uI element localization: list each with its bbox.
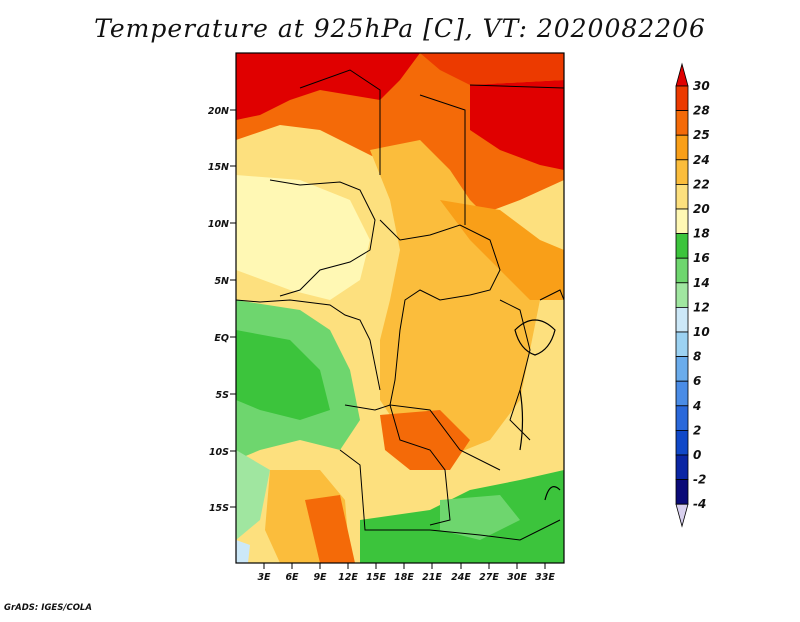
map-title: Temperature at 925hPa [C], VT: 202008220…	[94, 14, 706, 43]
colorbar-swatch	[675, 454, 689, 481]
lon-label: 18E	[394, 572, 414, 583]
lon-label: 21E	[422, 572, 442, 583]
lat-label: EQ	[214, 333, 229, 344]
region-18-nw	[236, 175, 370, 300]
lat-label: 15N	[208, 162, 229, 173]
colorbar-swatch	[675, 85, 689, 112]
region-25-south	[380, 410, 470, 470]
lon-label: 6E	[285, 572, 299, 583]
colorbar-label: 22	[693, 177, 710, 191]
region-30-east	[470, 80, 564, 170]
lon-ticks	[263, 563, 546, 569]
colorbar-swatch	[675, 257, 689, 284]
colorbar-swatch	[675, 405, 689, 431]
colorbar-swatch	[675, 429, 689, 456]
map-frame	[235, 52, 565, 564]
lon-label: 3E	[257, 572, 271, 583]
lon-label: 30E	[507, 572, 527, 583]
colorbar-label: 4	[692, 399, 701, 413]
colorbar-swatch	[675, 233, 689, 259]
lat-label: 10S	[209, 447, 229, 458]
region-28	[420, 53, 564, 85]
lon-label: 24E	[451, 572, 471, 583]
colorbar-label: 10	[693, 325, 710, 339]
colorbar-label: 12	[693, 300, 710, 314]
region-22-central	[370, 140, 540, 460]
colorbar-label: -2	[693, 473, 706, 487]
colorbar-swatch	[675, 479, 689, 505]
colorbar-label: 6	[693, 374, 701, 388]
lon-label: 12E	[338, 572, 358, 583]
colorbar-label: -4	[693, 497, 706, 511]
lat-label: 5S	[216, 390, 230, 401]
lon-label: 33E	[535, 572, 555, 583]
lon-label: 15E	[366, 572, 386, 583]
region-25-sw	[305, 495, 355, 563]
colorbar-swatch	[675, 134, 689, 161]
colorbar-label: 20	[693, 202, 710, 216]
colorbar-swatch	[675, 183, 689, 210]
colorbar-bottom-arrow	[675, 503, 689, 528]
region-14-se	[440, 495, 520, 540]
temperature-field	[236, 53, 564, 563]
region-16-coast	[236, 330, 330, 420]
colorbar-swatch	[675, 380, 689, 407]
region-24-east	[440, 200, 564, 300]
region-30-west	[236, 53, 420, 120]
lon-label: 9E	[313, 572, 327, 583]
colorbar-label: 25	[693, 128, 710, 142]
lat-labels: 20N 15N 10N 5N EQ 5S 10S 15S	[208, 106, 229, 514]
lon-label: 27E	[479, 572, 499, 583]
lon-labels: 3E 6E 9E 12E 15E 18E 21E 24E 27E 30E 33E	[257, 572, 555, 583]
colorbar-swatch	[675, 110, 689, 136]
colorbar-label: 14	[693, 276, 710, 290]
lat-label: 10N	[208, 219, 229, 230]
colorbar-swatch	[675, 159, 689, 185]
colorbar-swatch	[675, 282, 689, 308]
lat-label: 15S	[209, 503, 229, 514]
region-12-sw	[236, 450, 270, 540]
colorbar-label: 30	[693, 79, 710, 93]
colorbar-label: 28	[693, 104, 710, 118]
credit-text: GrADS: IGES/COLA	[4, 603, 92, 613]
colorbar-label: 18	[693, 227, 710, 241]
colorbar-top-arrow	[675, 62, 689, 87]
colorbar-label: 16	[693, 251, 710, 265]
region-10-sw	[236, 540, 250, 563]
colorbar-swatch	[675, 306, 689, 333]
country-borders	[236, 69, 564, 541]
colorbar-swatch	[675, 208, 689, 235]
lat-label: 20N	[208, 106, 229, 117]
colorbar-swatch	[675, 331, 689, 358]
colorbar-label: 24	[693, 153, 710, 167]
colorbar-swatch	[675, 356, 689, 382]
colorbar-label: 0	[693, 448, 701, 462]
colorbar-label: 8	[693, 350, 701, 364]
lakes	[514, 319, 561, 501]
colorbar-label: 2	[693, 423, 701, 437]
lat-ticks	[230, 109, 236, 508]
lat-label: 5N	[214, 276, 229, 287]
